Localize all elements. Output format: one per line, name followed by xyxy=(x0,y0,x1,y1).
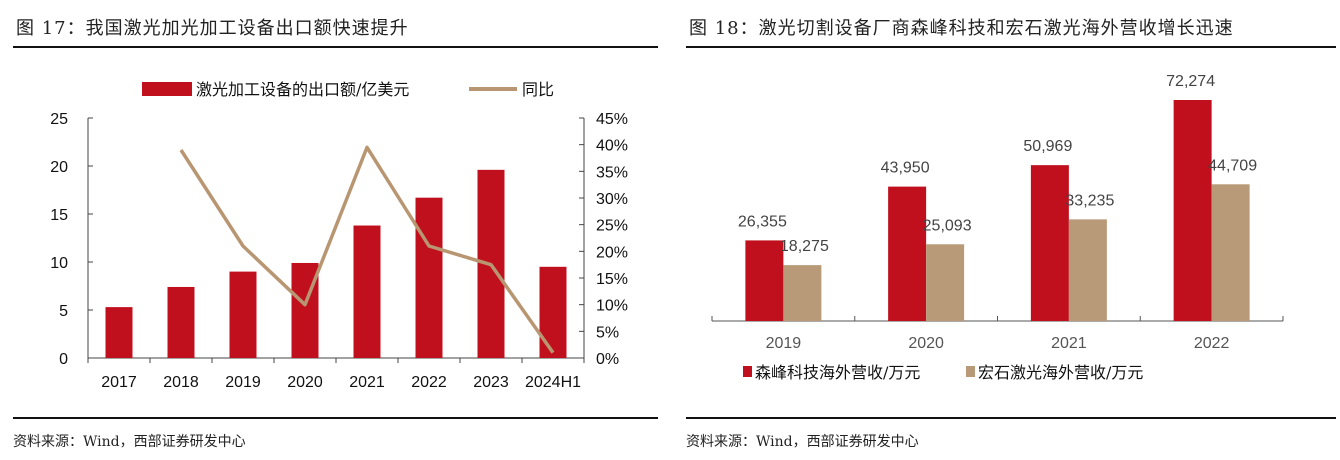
title-rule xyxy=(686,46,1336,48)
right-axis-tick-label: 10% xyxy=(596,298,628,315)
legend-label-hongshi: 宏石激光海外营收/万元 xyxy=(978,363,1143,382)
x-axis-label: 2021 xyxy=(1051,335,1087,352)
legend-swatch-senfeng xyxy=(743,366,752,377)
figure-17-panel: 图 17：我国激光加光加工设备出口额快速提升 0 5 10 15 20 25 0% 5% 10%… xyxy=(13,18,658,450)
x-axis-label: 2019 xyxy=(766,335,802,352)
title-rule xyxy=(13,46,658,48)
hongshi-data-label: 18,275 xyxy=(780,238,829,255)
hongshi-data-label: 33,235 xyxy=(1065,192,1114,209)
figure-18-title: 图 18：激光切割设备厂商森峰科技和宏石激光海外营收增长迅速 xyxy=(689,18,1234,39)
x-axis-label: 2024H1 xyxy=(525,374,581,391)
senfeng-data-label: 50,969 xyxy=(1023,138,1072,155)
senfeng-data-label: 43,950 xyxy=(881,160,930,177)
right-axis-tick-label: 40% xyxy=(596,138,628,155)
export-bar-2024H1 xyxy=(539,266,567,358)
x-axis-label: 2020 xyxy=(908,335,944,352)
export-bar-2021 xyxy=(353,225,381,358)
left-axis-tick-label: 15 xyxy=(50,207,68,224)
source-note: 资料来源：Wind，西部证券研发中心 xyxy=(13,434,246,450)
x-axis-label: 2022 xyxy=(411,374,447,391)
hongshi-bar-2022 xyxy=(1211,184,1250,321)
legend-swatch-export xyxy=(142,82,192,96)
export-bar-2022 xyxy=(415,197,443,358)
left-axis-tick-label: 20 xyxy=(50,159,68,176)
x-axis-label: 2017 xyxy=(101,374,137,391)
right-axis-tick-label: 35% xyxy=(596,164,628,181)
hongshi-data-label: 25,093 xyxy=(923,217,972,234)
hongshi-bar-2021 xyxy=(1068,219,1107,321)
left-axis-tick-label: 25 xyxy=(50,111,68,128)
legend-label-export: 激光加工设备的出口额/亿美元 xyxy=(196,80,409,99)
senfeng-data-label: 72,274 xyxy=(1166,73,1215,90)
source-rule xyxy=(686,417,1336,419)
export-chart: 0 5 10 15 20 25 0% 5% 10% 15% 20% 25% 30% 35% 40% 45% 20… xyxy=(50,80,628,391)
hongshi-data-label: 44,709 xyxy=(1208,157,1257,174)
export-bar-2019 xyxy=(229,271,257,358)
figure-18-panel: 图 18：激光切割设备厂商森峰科技和宏石激光海外营收增长迅速 2019 2020 2… xyxy=(670,0,1340,460)
source-note: 资料来源：Wind，西部证券研发中心 xyxy=(686,434,919,450)
export-bar-2017 xyxy=(105,307,133,358)
x-axis-label: 2022 xyxy=(1194,335,1230,352)
legend-label-senfeng: 森峰科技海外营收/万元 xyxy=(755,363,920,382)
right-axis-tick-label: 0% xyxy=(596,351,619,368)
figure-17-title: 图 17：我国激光加光加工设备出口额快速提升 xyxy=(16,18,409,39)
right-axis-tick-label: 20% xyxy=(596,244,628,261)
right-axis-tick-label: 45% xyxy=(596,111,628,128)
senfeng-bar-2021 xyxy=(1030,165,1069,321)
hongshi-bar-2019 xyxy=(783,265,822,321)
right-axis-tick-label: 5% xyxy=(596,324,619,341)
senfeng-bar-2019 xyxy=(745,240,784,321)
x-axis-label: 2019 xyxy=(225,374,261,391)
right-axis-tick-label: 25% xyxy=(596,218,628,235)
x-axis-label: 2021 xyxy=(349,374,385,391)
hongshi-bar-2020 xyxy=(926,244,965,321)
legend-swatch-hongshi xyxy=(966,366,975,377)
x-axis-label: 2018 xyxy=(163,374,199,391)
left-axis-tick-label: 0 xyxy=(59,351,68,368)
right-axis-tick-label: 30% xyxy=(596,191,628,208)
x-axis-label: 2020 xyxy=(287,374,323,391)
right-axis-tick-label: 15% xyxy=(596,271,628,288)
source-rule xyxy=(13,417,658,419)
overseas-revenue-chart: 2019 2020 2021 2022 26,355 43,950 50,969 72,274… xyxy=(711,73,1284,382)
x-axis-label: 2023 xyxy=(473,374,509,391)
left-axis-tick-label: 10 xyxy=(50,255,68,272)
senfeng-bar-2022 xyxy=(1173,100,1212,321)
senfeng-bar-2020 xyxy=(888,186,927,321)
export-bar-2018 xyxy=(167,286,195,358)
left-axis-tick-label: 5 xyxy=(59,303,68,320)
senfeng-data-label: 26,355 xyxy=(738,213,787,230)
legend-label-yoy: 同比 xyxy=(522,80,554,99)
